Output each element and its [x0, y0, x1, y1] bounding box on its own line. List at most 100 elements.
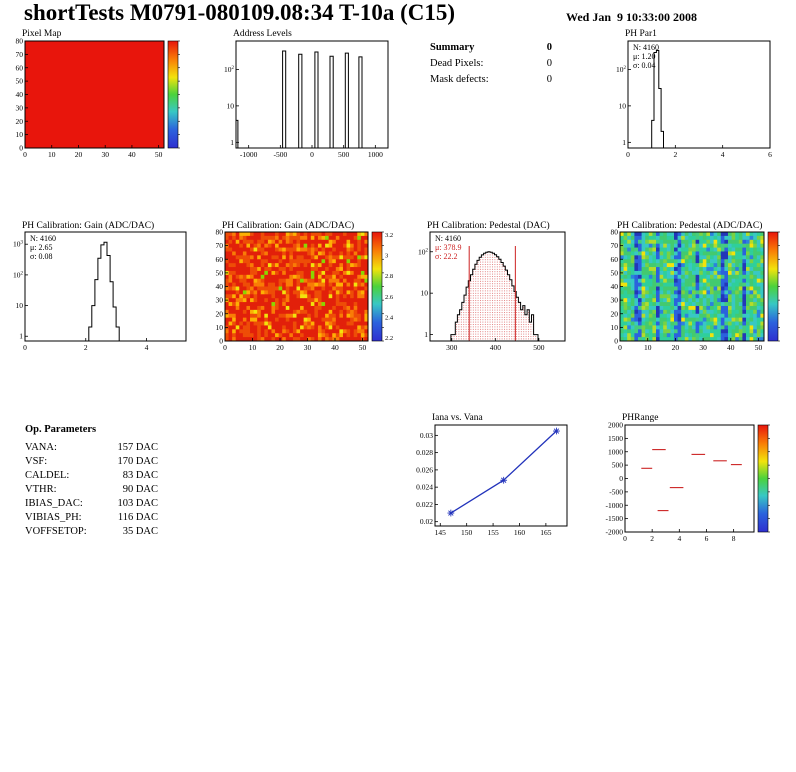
gain-map-plot: PH Calibration: Gain (ADC/DAC) 0 10 20 30 40 5… [204, 218, 396, 354]
svg-text:0.026: 0.026 [416, 465, 433, 474]
plot-frame [429, 231, 566, 342]
svg-text:50: 50 [611, 268, 619, 277]
hist-content [651, 50, 664, 148]
summary-row-value: 0 [546, 74, 552, 85]
hist-content [450, 246, 539, 341]
svg-text:30: 30 [699, 343, 707, 352]
y-axis: 0 10 20 30 40 50 60 70 80 [216, 228, 228, 346]
op-parameter-label: VSF: [25, 456, 48, 467]
op-parameter-value: 116 DAC [117, 512, 158, 523]
op-parameter-value: 170 DAC [117, 456, 158, 467]
svg-text:50: 50 [16, 77, 24, 86]
svg-text:20: 20 [16, 117, 24, 126]
colorbar [767, 231, 780, 342]
svg-text:0: 0 [310, 150, 314, 159]
svg-text:70: 70 [216, 241, 224, 250]
svg-text:102: 102 [418, 247, 429, 256]
op-parameter-label: CALDEL: [25, 470, 70, 481]
svg-text:2.4: 2.4 [385, 314, 394, 321]
plot-title: Pixel Map [22, 29, 62, 39]
svg-text:20: 20 [276, 343, 284, 352]
plot-title: Address Levels [233, 29, 292, 39]
op-parameter-label: IBIAS_DAC: [25, 498, 83, 509]
colorbar [167, 40, 180, 149]
svg-text:150: 150 [461, 528, 473, 537]
svg-text:400: 400 [490, 343, 502, 352]
svg-text:102: 102 [13, 270, 24, 279]
plot-title: PHRange [622, 413, 658, 423]
svg-text:500: 500 [338, 150, 350, 159]
plot-frame [624, 424, 755, 533]
svg-text:160: 160 [514, 528, 526, 537]
svg-text:-1000: -1000 [240, 150, 258, 159]
op-parameter-label: VIBIAS_PH: [25, 512, 82, 523]
svg-text:2: 2 [84, 343, 88, 352]
pixel-map-plot: Pixel Map 0 10 20 30 40 50 0 10 20 30 40 50 60 70 80 [6, 26, 198, 162]
svg-text:2.8: 2.8 [385, 273, 393, 280]
svg-text:-1000: -1000 [606, 501, 624, 510]
x-axis: 0 10 20 30 40 50 [223, 338, 367, 352]
summary-total-value: 0 [546, 42, 552, 53]
svg-text:60: 60 [611, 255, 619, 264]
summary-block: Summary 0 Dead Pixels: 0 Mask defects: 0 [430, 42, 552, 90]
svg-text:300: 300 [446, 343, 458, 352]
x-axis: 0 10 20 30 40 50 [23, 145, 163, 159]
svg-text:102: 102 [616, 65, 627, 74]
svg-text:1: 1 [19, 332, 23, 341]
op-parameter-value: 90 DAC [122, 484, 158, 495]
svg-text:N: 4160: N: 4160 [30, 234, 56, 243]
svg-text:N: 4160: N: 4160 [633, 43, 659, 52]
svg-text:8: 8 [732, 534, 736, 543]
svg-text:40: 40 [331, 343, 339, 352]
svg-text:μ: 378.9: μ: 378.9 [435, 243, 462, 252]
svg-text:0: 0 [19, 144, 23, 153]
pedestal-hist-canvas: PH Calibration: Pedestal (DAC) 300 400 500 1… [418, 220, 566, 352]
svg-text:3.2: 3.2 [385, 232, 393, 239]
summary-row-label: Dead Pixels: [430, 58, 484, 69]
svg-text:40: 40 [611, 282, 619, 291]
svg-text:30: 30 [216, 296, 224, 305]
op-parameter-value: 35 DAC [122, 526, 158, 537]
gain-hist-canvas: PH Calibration: Gain (ADC/DAC)0 2 41101021… [13, 220, 187, 352]
ph-range-canvas: PHRange 0 2 4 6 8 2000 1500 1000 500 0 -500 -1000 -15… [606, 413, 770, 543]
op-parameter-row: VTHR: 90 DAC [25, 484, 158, 495]
address-levels-canvas: Address Levels -1000 -500 0 500 1000 1 10 102 [224, 29, 389, 159]
heatmap-content [225, 232, 369, 342]
pedestal-map-plot: PH Calibration: Pedestal (ADC/DAC) 0 10 20 3… [602, 218, 796, 354]
heatmap-content [620, 232, 765, 342]
svg-text:80: 80 [16, 37, 24, 46]
y-axis: 2000 1500 1000 500 0 -500 -1000 -1500 -2000 [606, 421, 628, 537]
op-parameter-row: CALDEL: 83 DAC [25, 470, 158, 481]
svg-text:10: 10 [16, 130, 24, 139]
svg-text:155: 155 [487, 528, 499, 537]
svg-text:6: 6 [705, 534, 709, 543]
svg-text:2: 2 [650, 534, 654, 543]
svg-text:0: 0 [614, 337, 618, 346]
svg-text:2.2: 2.2 [385, 335, 393, 342]
plot-title: PH Par1 [625, 29, 657, 39]
svg-text:50: 50 [216, 268, 224, 277]
svg-text:20: 20 [611, 309, 619, 318]
gain-map-canvas: PH Calibration: Gain (ADC/DAC)0 10 20 30 40 5… [216, 220, 394, 352]
svg-text:30: 30 [304, 343, 312, 352]
svg-text:500: 500 [612, 461, 624, 470]
svg-text:40: 40 [128, 150, 136, 159]
svg-text:500: 500 [533, 343, 545, 352]
y-axis: 1 10 102 103 [13, 240, 28, 341]
summary-row-label: Mask defects: [430, 74, 489, 85]
svg-text:70: 70 [16, 50, 24, 59]
svg-text:0.024: 0.024 [416, 483, 433, 492]
svg-text:0: 0 [626, 150, 630, 159]
y-axis: 0.02 0.022 0.024 0.026 0.028 0.03 [416, 431, 438, 526]
timestamp: Wed Jan 9 10:33:00 2008 [566, 10, 698, 24]
ph-range-plot: PHRange 0 2 4 6 8 2000 1500 1000 500 0 -500 -1000 -15… [602, 410, 792, 546]
svg-text:10: 10 [227, 101, 235, 110]
svg-text:60: 60 [16, 63, 24, 72]
svg-text:0: 0 [618, 343, 622, 352]
plot-title: Iana vs. Vana [432, 413, 484, 423]
line-content [447, 427, 560, 517]
svg-text:70: 70 [611, 241, 619, 250]
